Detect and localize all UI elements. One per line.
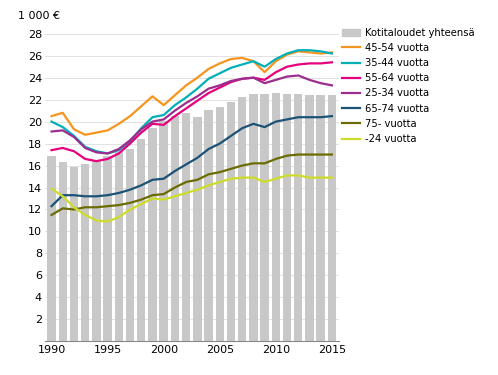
Bar [182, 113, 190, 341]
Bar [216, 107, 224, 341]
Bar [137, 139, 145, 341]
Bar [104, 156, 112, 341]
Bar [171, 116, 179, 341]
Bar [204, 110, 213, 341]
Bar [59, 162, 67, 341]
Bar [294, 94, 302, 341]
Bar [260, 94, 269, 341]
Bar [249, 94, 257, 341]
Bar [70, 166, 78, 341]
Bar [126, 149, 134, 341]
Bar [227, 102, 235, 341]
Bar [81, 164, 90, 341]
Bar [317, 95, 325, 341]
Bar [238, 98, 247, 341]
Bar [92, 160, 101, 341]
Bar [283, 94, 291, 341]
Bar [193, 117, 202, 341]
Bar [305, 95, 314, 341]
Bar [159, 120, 168, 341]
Bar [115, 152, 123, 341]
Bar [148, 128, 157, 341]
Legend: Kotitaloudet yhteensä, 45-54 vuotta, 35-44 vuotta, 55-64 vuotta, 25-34 vuotta, 6: Kotitaloudet yhteensä, 45-54 vuotta, 35-… [342, 28, 474, 144]
Bar [328, 95, 336, 341]
Bar [271, 93, 280, 341]
Bar [47, 156, 56, 341]
Text: 1 000 €: 1 000 € [18, 12, 60, 21]
